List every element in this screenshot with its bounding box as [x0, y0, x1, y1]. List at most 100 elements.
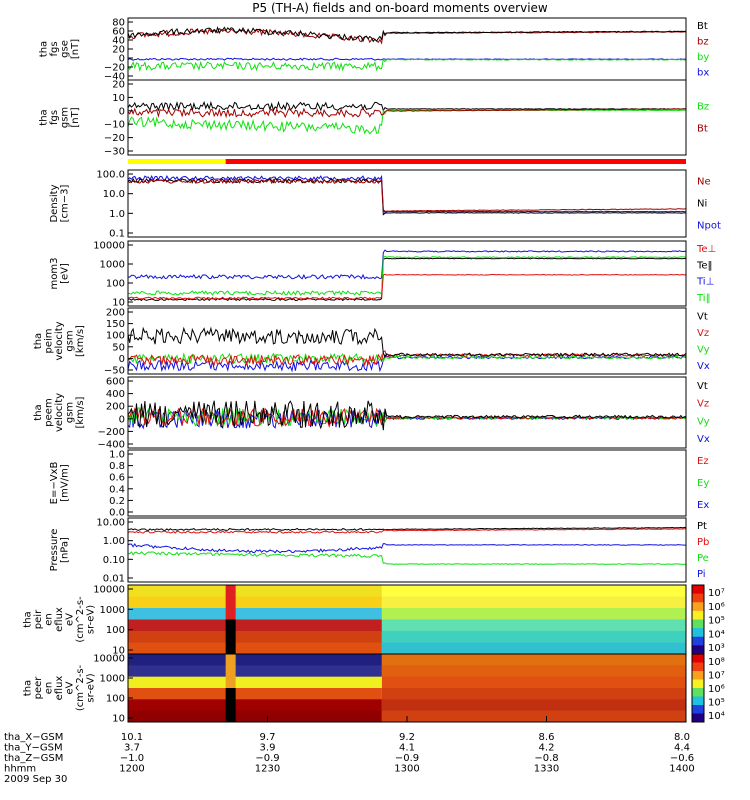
legend-Npot: Npot	[697, 221, 721, 232]
y-tick-label: 600	[106, 377, 125, 388]
peer_spectrogram-panel: 10⁸ 10⁷ 10⁶ 10⁵ 10⁴ 10000 1000 100 10 tha peer en ef…	[23, 653, 725, 725]
colorbar-cell	[692, 662, 704, 672]
y-tick-label: 0.01	[103, 574, 125, 585]
y-tick-label: −20	[104, 63, 125, 74]
Pi-trace	[127, 542, 686, 554]
band-pre-5	[128, 642, 382, 655]
y-tick-label: −400	[98, 440, 125, 451]
y-tick-label: 10	[112, 298, 125, 309]
colorbar-tick-label: 10⁶	[708, 684, 725, 695]
pressure-panel: 10.00 1.00 0.10 0.01 Pressure [nPa] Pt Pb Pe Pi	[49, 517, 709, 585]
ephemeris-value: 3.7	[124, 743, 140, 754]
y-tick-label: 0.10	[103, 555, 125, 566]
y-axis-label: [eV]	[59, 263, 70, 284]
ephemeris-value: 10.1	[121, 732, 143, 743]
peer_spectrogram-heatmap	[128, 654, 686, 723]
y-tick-label: 20	[112, 80, 125, 91]
by-trace	[127, 58, 687, 72]
y-tick-label: 1.00	[103, 536, 125, 547]
gap-column	[225, 619, 236, 654]
legend-Vt: Vt	[697, 311, 708, 322]
legend-Ex: Ex	[697, 500, 709, 511]
legend-Vy: Vy	[697, 344, 710, 355]
band-pre-0	[128, 585, 382, 597]
ephemeris-value: 1200	[119, 764, 144, 775]
y-tick-label: 80	[112, 18, 125, 29]
y-tick-label: 1.0	[109, 450, 125, 461]
injection-column	[225, 585, 236, 620]
band-post-5	[381, 710, 686, 723]
ephemeris-row-label: tha_X−GSM	[4, 732, 63, 743]
ephemeris-value: 8.6	[539, 732, 555, 743]
colorbar-tick-label: 10⁴	[708, 711, 725, 722]
y-axis-label: sr-eV)	[86, 605, 97, 634]
Ne-trace	[127, 178, 687, 212]
y-axis-label: Density	[49, 184, 60, 222]
legend-Ne: Ne	[697, 177, 711, 188]
fgs_gsm-panel: 20 10 0 −10 −20 −30 tha fgs gsm [nT] Bz Bt	[38, 79, 709, 158]
colorbar-cell	[692, 696, 704, 706]
injection-column	[225, 654, 236, 688]
efield-frame	[127, 449, 687, 517]
band-post-3	[381, 688, 686, 700]
Vt-trace	[127, 326, 687, 359]
ephemeris-value: 1230	[255, 764, 280, 775]
ephemeris-row-label: tha_Z−GSM	[4, 753, 63, 764]
y-tick-label: −200	[98, 427, 125, 438]
ephemeris-row-label: hhmm	[4, 764, 36, 775]
ephemeris-value: −0.6	[670, 753, 694, 764]
plot-title: P5 (TH-A) fields and on-board moments ov…	[252, 1, 548, 15]
y-tick-label: 10000	[93, 241, 125, 252]
pressure-frame	[127, 517, 687, 583]
ephemeris-value: 9.2	[399, 732, 415, 743]
colorbar-cell	[692, 679, 704, 689]
colorbar-tick-label: 10⁷	[708, 671, 725, 682]
legend-bz: bz	[697, 36, 709, 47]
density-panel: 100.0 10.0 1.0 0.1 Density [cm−3] Ne Ni Npot	[49, 169, 721, 240]
band-post-4	[381, 699, 686, 712]
band-post-0	[381, 585, 686, 597]
legend-Pb: Pb	[697, 537, 709, 548]
y-axis-label: fgs	[49, 41, 60, 56]
y-axis-label: (cm^2-s-	[75, 596, 86, 643]
band-post-2	[381, 608, 686, 620]
peim_velocity-frame	[127, 307, 687, 375]
legend-Vz: Vz	[697, 328, 709, 339]
colorbar-cell	[692, 688, 704, 697]
y-tick-label: −30	[104, 147, 125, 158]
y-tick-label: 60	[112, 27, 125, 38]
y-tick-label: 0.4	[109, 484, 125, 495]
band-pre-2	[128, 608, 382, 620]
fgs_gse-frame	[127, 17, 687, 81]
y-axis-label: eflux	[54, 676, 65, 701]
Bt-trace	[127, 107, 687, 119]
Ti-perp-trace	[127, 249, 687, 280]
y-tick-label: 10.00	[96, 518, 125, 529]
band-pre-1	[128, 665, 382, 678]
band-post-1	[381, 665, 686, 678]
y-tick-label: 1000	[100, 260, 125, 271]
y-tick-label: −50	[104, 366, 125, 377]
legend-Vt: Vt	[697, 381, 708, 392]
ephemeris-value: 1330	[534, 764, 559, 775]
x-axis-ticks	[127, 716, 687, 722]
y-axis-label: peem	[44, 398, 55, 426]
y-axis-label: mom3	[49, 258, 60, 290]
y-axis-label: gse	[59, 40, 70, 58]
y-axis-label: en	[44, 682, 55, 695]
y-tick-label: 1000	[100, 605, 125, 616]
y-tick-label: −20	[104, 133, 125, 144]
density-frame	[127, 169, 687, 238]
y-axis-label: tha	[33, 404, 44, 420]
y-tick-label: 0.1	[109, 229, 125, 240]
y-tick-label: 10	[112, 646, 125, 657]
legend-Pi: Pi	[697, 569, 706, 580]
peir_spectrogram-heatmap	[128, 585, 686, 655]
colorbar-cell	[692, 628, 704, 638]
colorbar-tick-label: 10³	[708, 643, 725, 654]
y-axis-label: [nPa]	[59, 537, 70, 563]
band-pre-4	[128, 631, 382, 643]
